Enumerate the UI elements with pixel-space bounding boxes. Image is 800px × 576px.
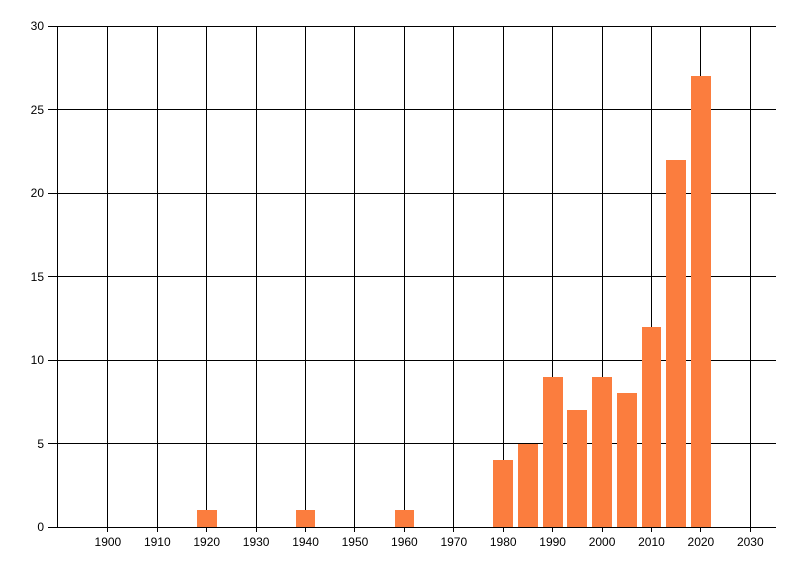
v-gridline: [453, 26, 455, 532]
v-gridline: [502, 26, 504, 532]
bar: [691, 76, 711, 527]
h-gridline: [48, 359, 776, 361]
bar: [196, 510, 217, 527]
h-gridline: [48, 192, 776, 194]
y-tick-label: 5: [37, 436, 44, 451]
v-gridline: [403, 26, 405, 532]
v-gridline: [305, 26, 307, 532]
x-tick-label: 2030: [736, 535, 764, 549]
v-gridline: [107, 26, 109, 532]
x-tick-label: 2020: [687, 535, 715, 549]
x-tick-label: 2000: [588, 535, 616, 549]
v-gridline: [156, 26, 158, 532]
h-gridline: [48, 276, 776, 277]
v-gridline: [354, 26, 356, 532]
x-tick-label: 1950: [341, 535, 369, 549]
x-tick-label: 1900: [94, 535, 122, 549]
v-gridline: [255, 26, 257, 532]
x-axis-line: [48, 526, 776, 528]
v-gridline: [601, 26, 603, 532]
y-axis-line: [57, 26, 58, 527]
x-tick-label: 1940: [292, 535, 319, 549]
h-gridline: [48, 443, 776, 444]
v-gridline: [650, 26, 652, 532]
x-tick-label: 1920: [193, 535, 221, 549]
v-gridline: [749, 26, 751, 532]
bar: [518, 443, 538, 527]
bar: [641, 326, 662, 527]
x-tick-label: 1970: [440, 535, 468, 549]
x-tick-label: 1930: [242, 535, 270, 549]
x-tick-label: 1960: [391, 535, 418, 549]
y-tick-label: 30: [30, 19, 44, 33]
bar: [567, 410, 588, 527]
y-tick-label: 10: [30, 353, 44, 367]
bar: [666, 159, 687, 527]
v-gridline: [552, 26, 554, 532]
h-gridline: [48, 25, 776, 27]
y-tick-label: 25: [30, 102, 44, 117]
x-tick-label: 1980: [489, 535, 517, 549]
bar: [394, 510, 415, 527]
bar: [295, 510, 316, 527]
bar: [542, 376, 563, 527]
y-tick-label: 20: [30, 186, 44, 200]
bar: [616, 393, 637, 527]
bar: [592, 376, 612, 527]
bar: [493, 460, 514, 527]
x-tick-label: 1910: [143, 535, 171, 549]
x-tick-label: 2010: [638, 535, 665, 549]
v-gridline: [206, 26, 208, 532]
y-tick-label: 0: [37, 520, 44, 534]
x-tick-label: 1990: [539, 535, 566, 549]
plot-area: 0 5 10 15 20 25 30 1900 1910 1920 1930 1940 1950 1960…: [31, 19, 776, 549]
y-tick-label: 15: [30, 269, 44, 284]
h-gridline: [48, 109, 776, 110]
